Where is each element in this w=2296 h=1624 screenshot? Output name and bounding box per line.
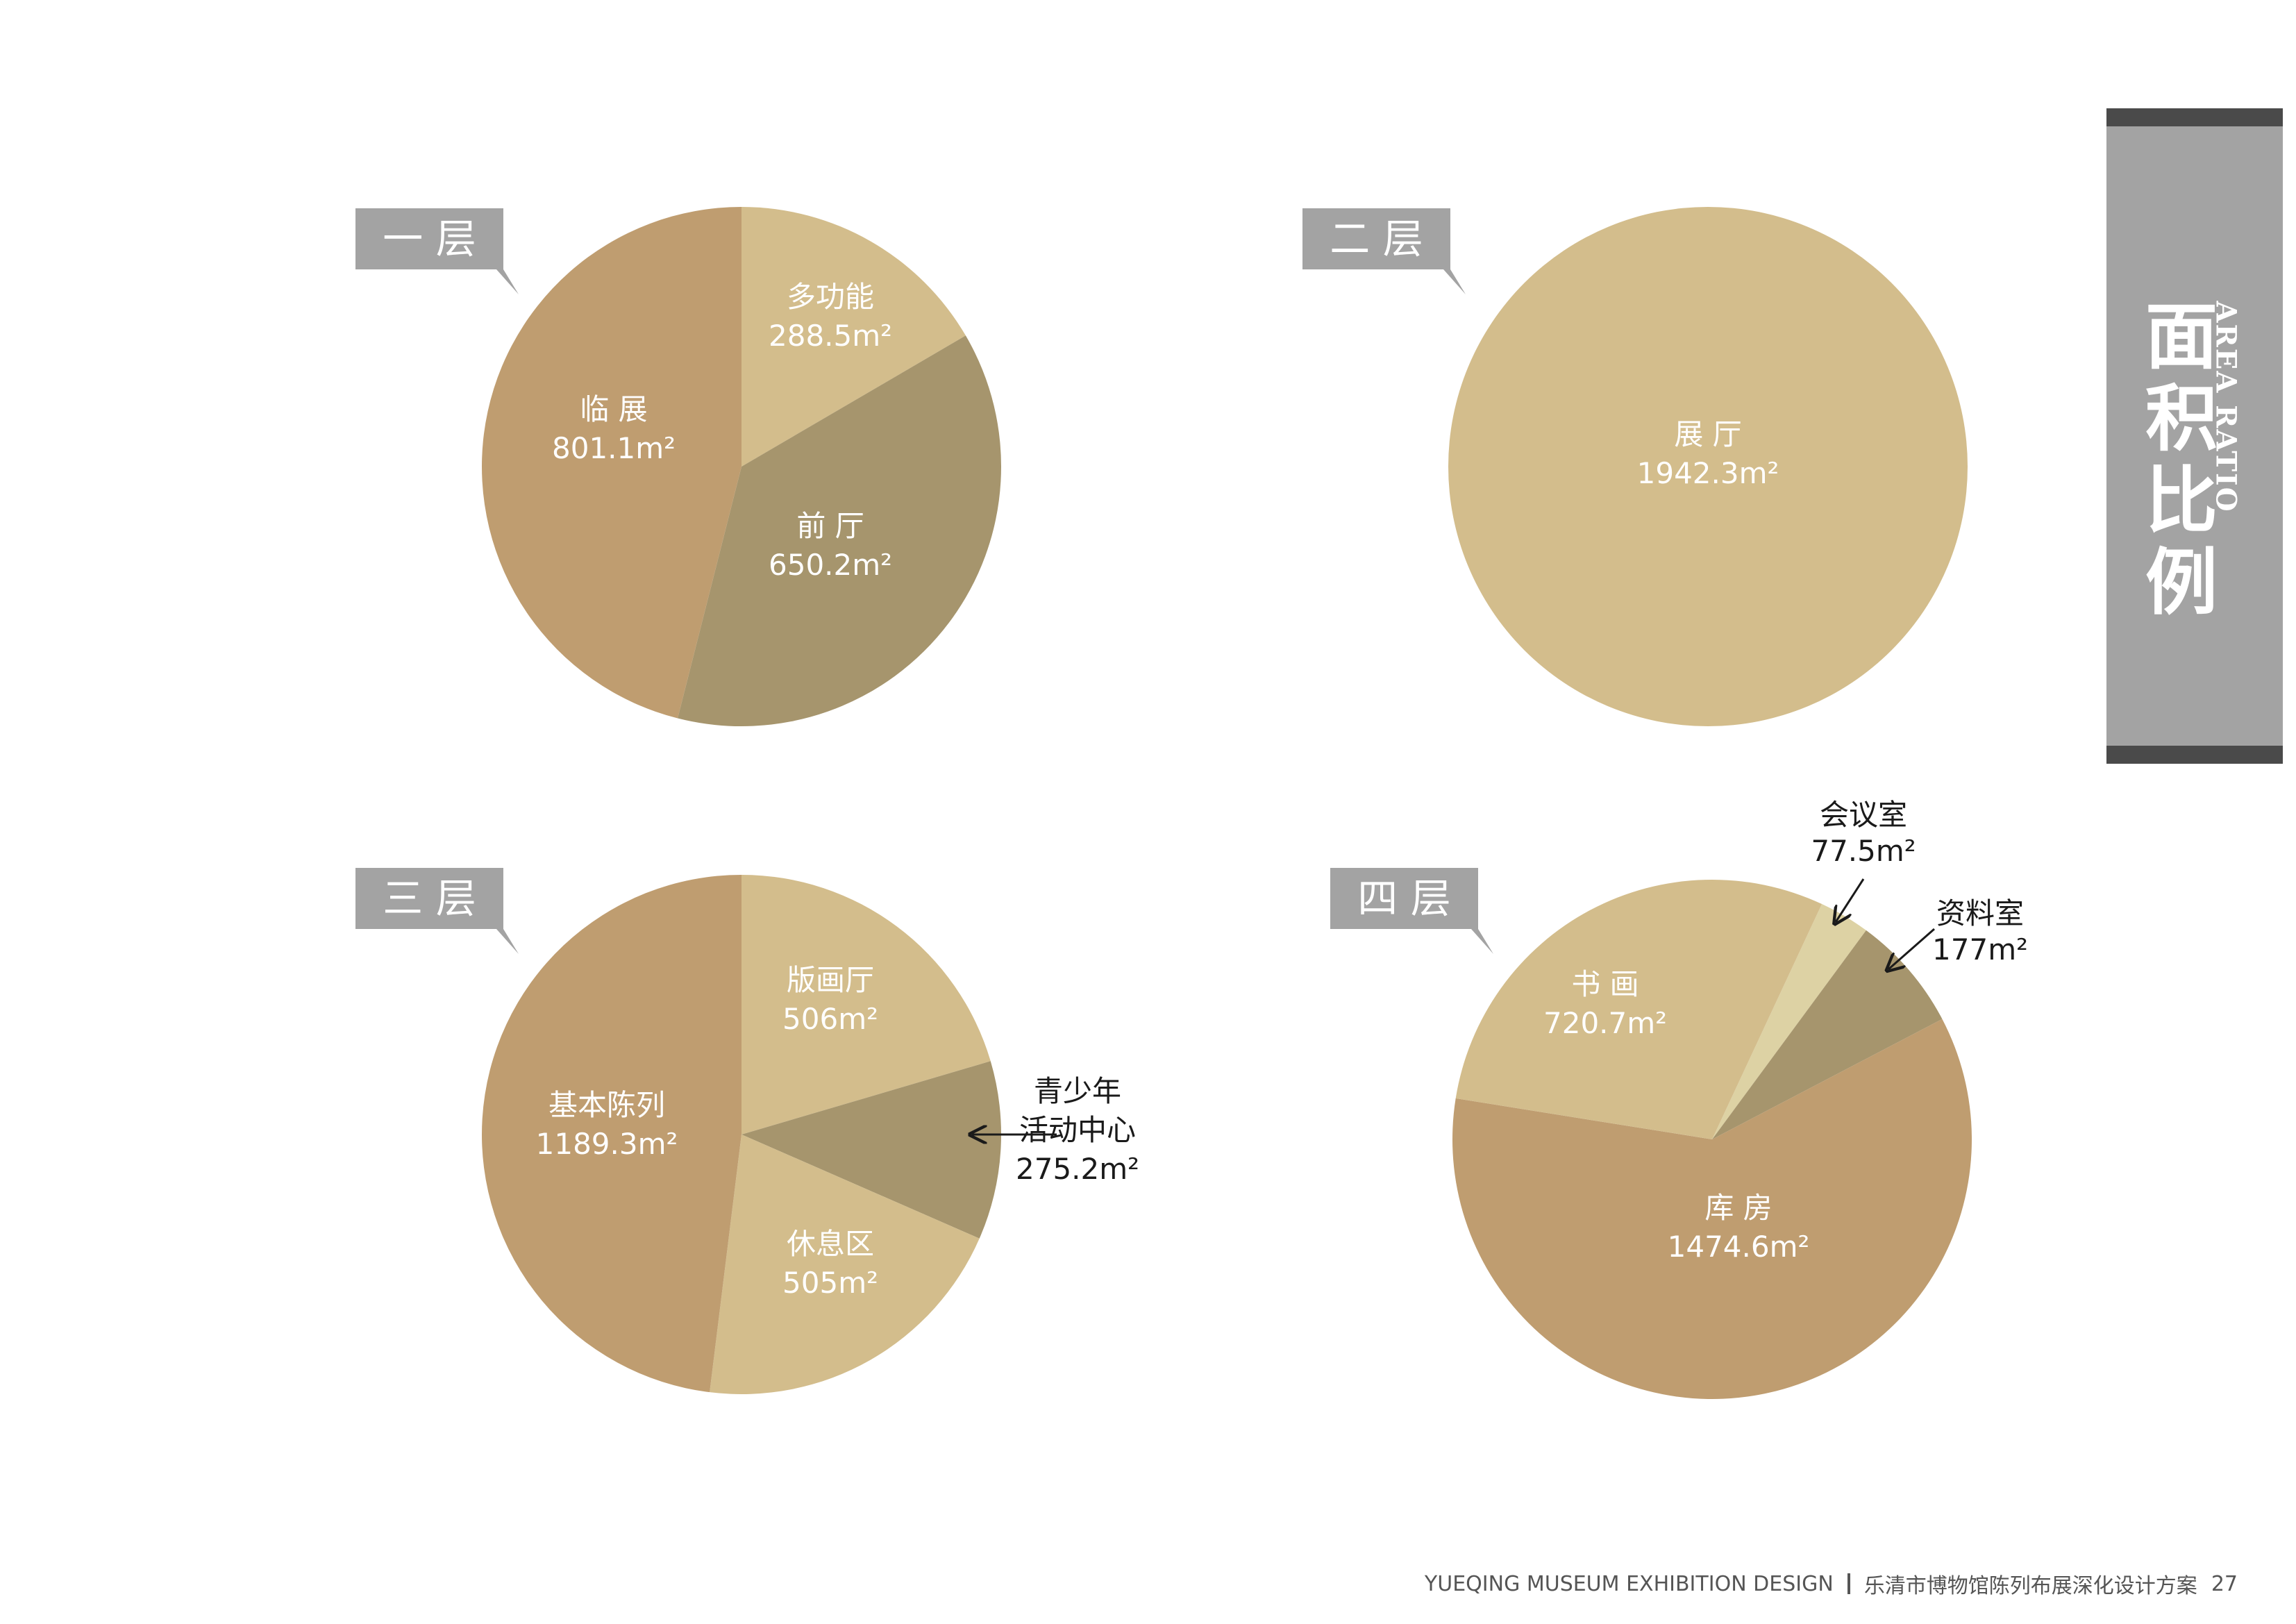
slice-name-label: 库 房 (1704, 1191, 1772, 1225)
slice-value-label: 288.5m² (769, 319, 892, 353)
slice-value-label: 1474.6m² (1668, 1230, 1810, 1264)
floor-tag-shape (1330, 868, 1493, 954)
floor-tag: 二 层 (1302, 208, 1466, 294)
slice-name-label: 前 厅 (796, 509, 864, 543)
slice-value-label: 77.5m² (1811, 834, 1916, 868)
slice-name-label: 版画厅 (787, 963, 874, 997)
pie-slice (1712, 930, 1943, 1139)
pie-slice (1448, 207, 1968, 726)
footer-divider (1847, 1573, 1850, 1594)
floor-tag-shape (355, 868, 519, 954)
section-tab: 面 积 比 例 AREA RATIO (2106, 108, 2283, 764)
pie-slice (741, 207, 966, 467)
floor-tag-shape (355, 208, 519, 294)
pie-chart (481, 875, 1001, 1394)
pie-slice (1455, 880, 1822, 1139)
floor-label: 四 层 (1357, 875, 1450, 922)
floor-tag: 四 层 (1330, 868, 1493, 954)
pie-slice (678, 335, 1001, 726)
floor-tag: 一 层 (355, 208, 519, 294)
pie-slice (481, 207, 741, 719)
section-title-char: 例 (2145, 539, 2218, 625)
pie-slice (1452, 1019, 1972, 1399)
slice-value-label: 720.7m² (1543, 1006, 1667, 1040)
slice-value-label: 801.1m² (552, 431, 676, 465)
page-number: 27 (2211, 1571, 2238, 1596)
slice-value-label: 1189.3m² (536, 1127, 678, 1161)
section-title-char: 积 (2145, 376, 2218, 461)
slice-value-label: 275.2m² (1016, 1152, 1139, 1186)
page-footer: YUEQING MUSEUM EXHIBITION DESIGN 乐清市博物馆陈… (1425, 1568, 2238, 1599)
slice-name-label: 展 厅 (1674, 417, 1741, 451)
slice-name-label: 多功能 (787, 280, 874, 314)
pie-chart (1452, 880, 1972, 1399)
callout-arrow (1836, 878, 1865, 922)
slice-value-label: 505m² (782, 1266, 878, 1300)
section-title-char: 比 (2145, 458, 2218, 543)
floor-tag: 三 层 (355, 868, 519, 954)
floor-label: 一 层 (383, 215, 476, 262)
slice-name-label: 青少年 (1034, 1074, 1121, 1108)
pie-slice (1712, 904, 1866, 1139)
callout-arrow (1888, 928, 1935, 969)
section-tab-top-bar (2106, 108, 2283, 126)
section-title-char: 面 (2145, 294, 2218, 379)
pie-slice (741, 875, 991, 1135)
slice-value-label: 1942.3m² (1637, 456, 1779, 490)
pie-slice (710, 1135, 980, 1394)
section-title: 面 积 比 例 (2140, 296, 2223, 623)
slice-name-label: 基本陈列 (548, 1088, 665, 1122)
slice-value-label: 506m² (782, 1002, 878, 1036)
slice-name-label: 休息区 (787, 1227, 874, 1261)
section-tab-bottom-bar (2106, 746, 2283, 764)
section-subtitle-text: AREA RATIO (2209, 301, 2243, 513)
footer-chinese-title: 乐清市博物馆陈列布展深化设计方案 (1863, 1574, 2197, 1598)
pie-chart (481, 207, 1001, 726)
floor-label: 二 层 (1330, 215, 1423, 262)
slice-value-label: 650.2m² (769, 548, 892, 582)
slice-name-label: 活动中心 (1019, 1113, 1136, 1147)
slice-name-label: 会议室 (1820, 798, 1907, 832)
floor-tag-shape (1302, 208, 1466, 294)
pie-slice (741, 1061, 1001, 1239)
pie-slice (481, 875, 741, 1393)
footer-english-title: YUEQING MUSEUM EXHIBITION DESIGN (1424, 1571, 1834, 1596)
slice-name-label: 书 画 (1571, 967, 1639, 1001)
slice-value-label: 177m² (1932, 932, 2028, 966)
floor-label: 三 层 (383, 875, 476, 922)
slice-name-label: 临 展 (580, 392, 647, 426)
slice-name-label: 资料室 (1936, 896, 2024, 930)
pie-chart (1448, 207, 1968, 726)
